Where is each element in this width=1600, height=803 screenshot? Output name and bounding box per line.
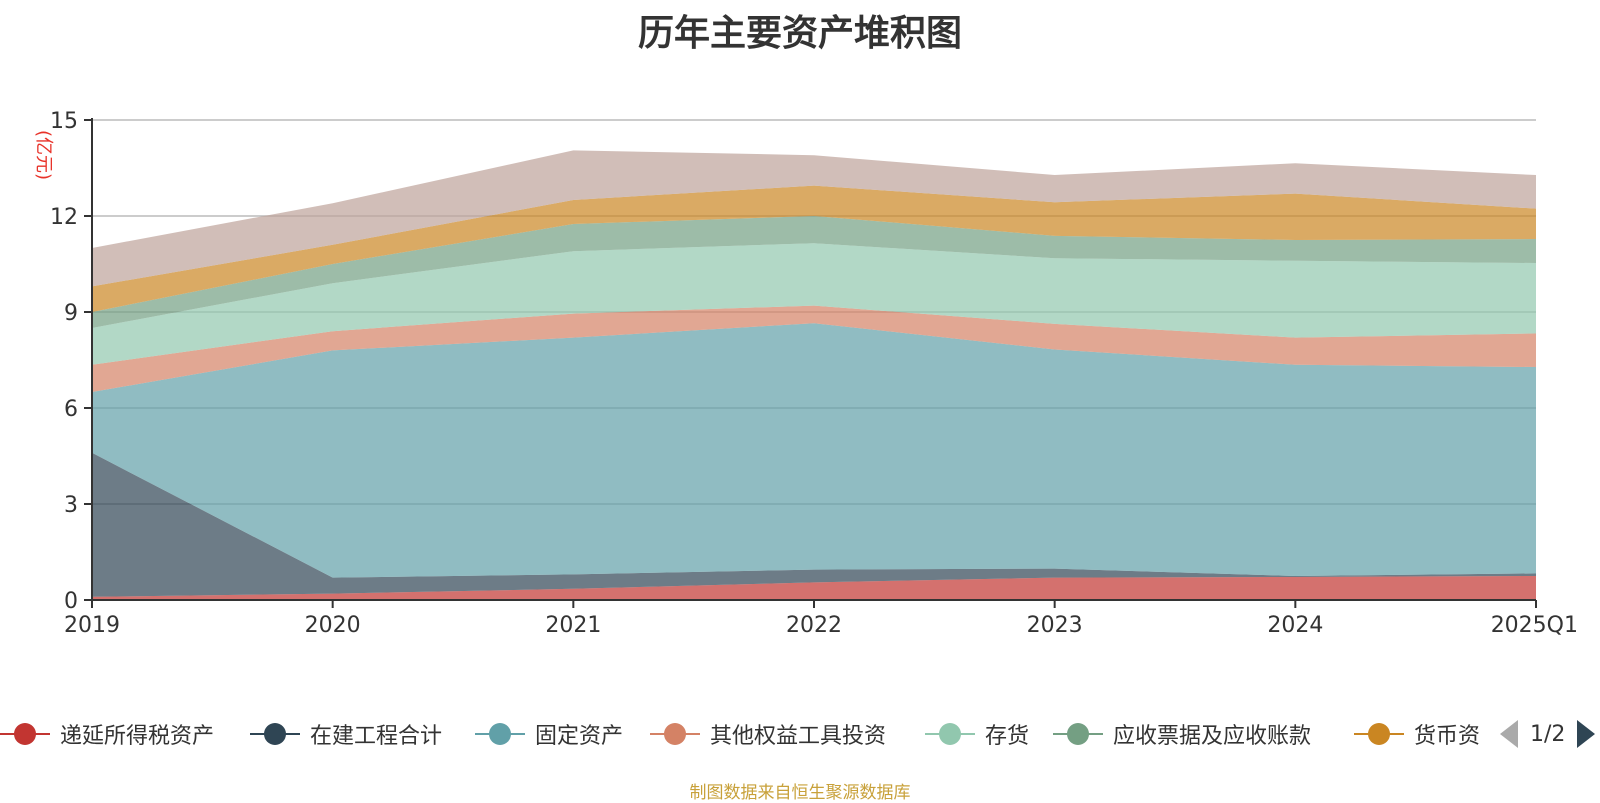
x-tick-label: 2020 (305, 613, 361, 638)
y-tick-label: 9 (64, 301, 78, 326)
legend-label: 存货 (985, 724, 1030, 749)
area-series-1 (92, 452, 1536, 597)
legend-prev-icon[interactable] (1500, 720, 1518, 748)
legend-pager: 1/2 (1500, 712, 1596, 756)
y-tick-label: 3 (64, 493, 78, 518)
legend-symbol-icon (925, 712, 975, 756)
legend-symbol-icon (475, 712, 525, 756)
legend-item[interactable]: 在建工程合计 (250, 712, 442, 756)
y-tick-label: 15 (50, 109, 78, 134)
x-tick-label: 2022 (786, 613, 842, 638)
legend-label: 固定资产 (535, 724, 624, 749)
legend-label: 在建工程合计 (310, 724, 443, 749)
chart-title: 历年主要资产堆积图 (637, 13, 962, 54)
legend-item[interactable]: 其他权益工具投资 (650, 712, 886, 756)
legend: 递延所得税资产 在建工程合计 固定资产 其他权益工具投资 存货 应收票据及应收账款 货币资 (0, 712, 1600, 756)
legend-page-indicator: 1/2 (1530, 721, 1566, 747)
area-series-3 (92, 305, 1536, 392)
area-series-4 (92, 243, 1536, 365)
area-series-2 (92, 323, 1536, 578)
legend-label: 应收票据及应收账款 (1113, 724, 1312, 749)
legend-label: 其他权益工具投资 (710, 724, 887, 749)
x-tick-label: 2019 (64, 613, 120, 638)
y-tick-label: 12 (50, 205, 78, 230)
legend-item[interactable]: 递延所得税资产 (0, 712, 214, 756)
area-series-6 (92, 185, 1536, 312)
legend-next-icon[interactable] (1577, 720, 1596, 748)
legend-symbol-icon (250, 712, 300, 756)
legend-label: 货币资 (1414, 724, 1481, 749)
data-source-note: 制图数据来自恒生聚源数据库 (689, 783, 911, 803)
area-series-7 (92, 150, 1536, 287)
legend-item[interactable]: 存货 (925, 712, 1029, 756)
legend-item[interactable]: 应收票据及应收账款 (1053, 712, 1311, 756)
legend-item[interactable]: 固定资产 (475, 712, 623, 756)
area-series-0 (92, 576, 1536, 600)
axes: 0 3 6 9 12 15 2019 2020 2021 2022 2023 2024 2025Q1 (亿… (33, 109, 1578, 638)
legend-symbol-icon (1053, 712, 1103, 756)
legend-item[interactable]: 货币资 (1354, 712, 1480, 756)
x-tick-label: 2024 (1267, 613, 1323, 638)
legend-symbol-icon (0, 712, 50, 756)
x-tick-label: 2025Q1 (1491, 613, 1578, 638)
area-series-5 (92, 216, 1536, 328)
area-series (92, 150, 1536, 600)
y-axis-label: (亿元) (33, 130, 54, 180)
y-tick-label: 0 (64, 589, 78, 614)
x-tick-label: 2023 (1027, 613, 1083, 638)
legend-symbol-icon (1354, 712, 1404, 756)
y-tick-label: 6 (64, 397, 78, 422)
legend-label: 递延所得税资产 (60, 724, 215, 749)
x-tick-label: 2021 (545, 613, 601, 638)
legend-symbol-icon (650, 712, 700, 756)
